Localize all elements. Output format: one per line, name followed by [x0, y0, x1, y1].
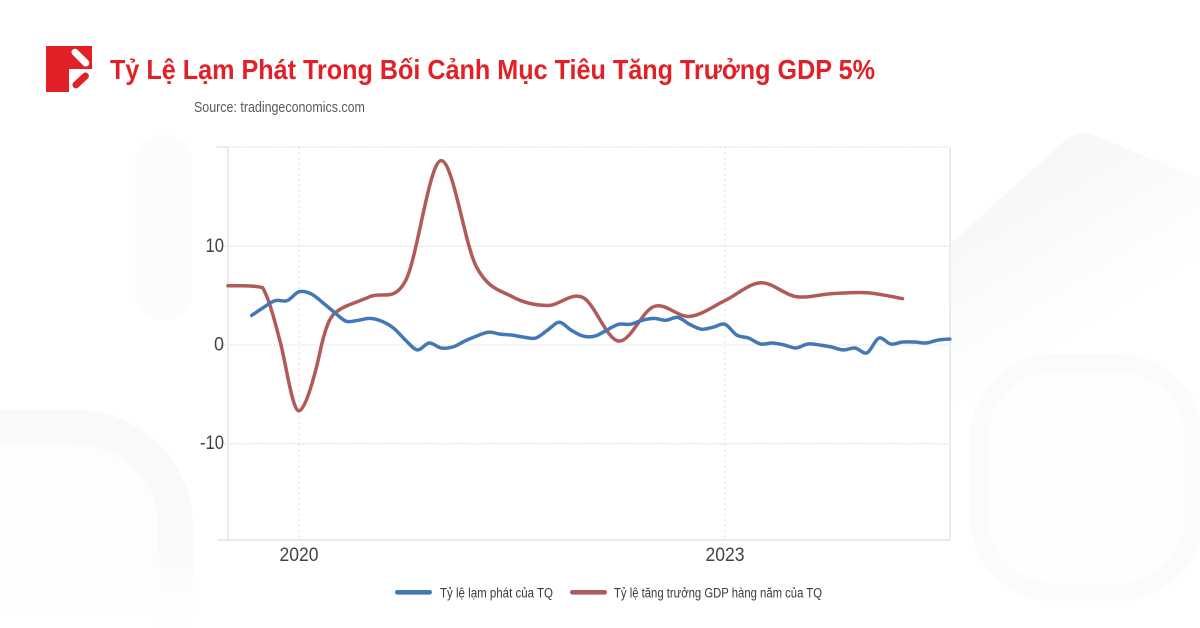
svg-text:2020: 2020: [280, 544, 319, 566]
svg-text:10: 10: [206, 235, 225, 257]
svg-text:0: 0: [214, 334, 224, 356]
svg-text:Tỷ lệ tăng trưởng GDP hàng năm: Tỷ lệ tăng trưởng GDP hàng năm của TQ: [614, 586, 822, 601]
svg-text:Tỷ lệ lạm phát của TQ: Tỷ lệ lạm phát của TQ: [440, 586, 553, 601]
svg-text:2023: 2023: [706, 544, 745, 566]
svg-text:-10: -10: [200, 432, 224, 454]
